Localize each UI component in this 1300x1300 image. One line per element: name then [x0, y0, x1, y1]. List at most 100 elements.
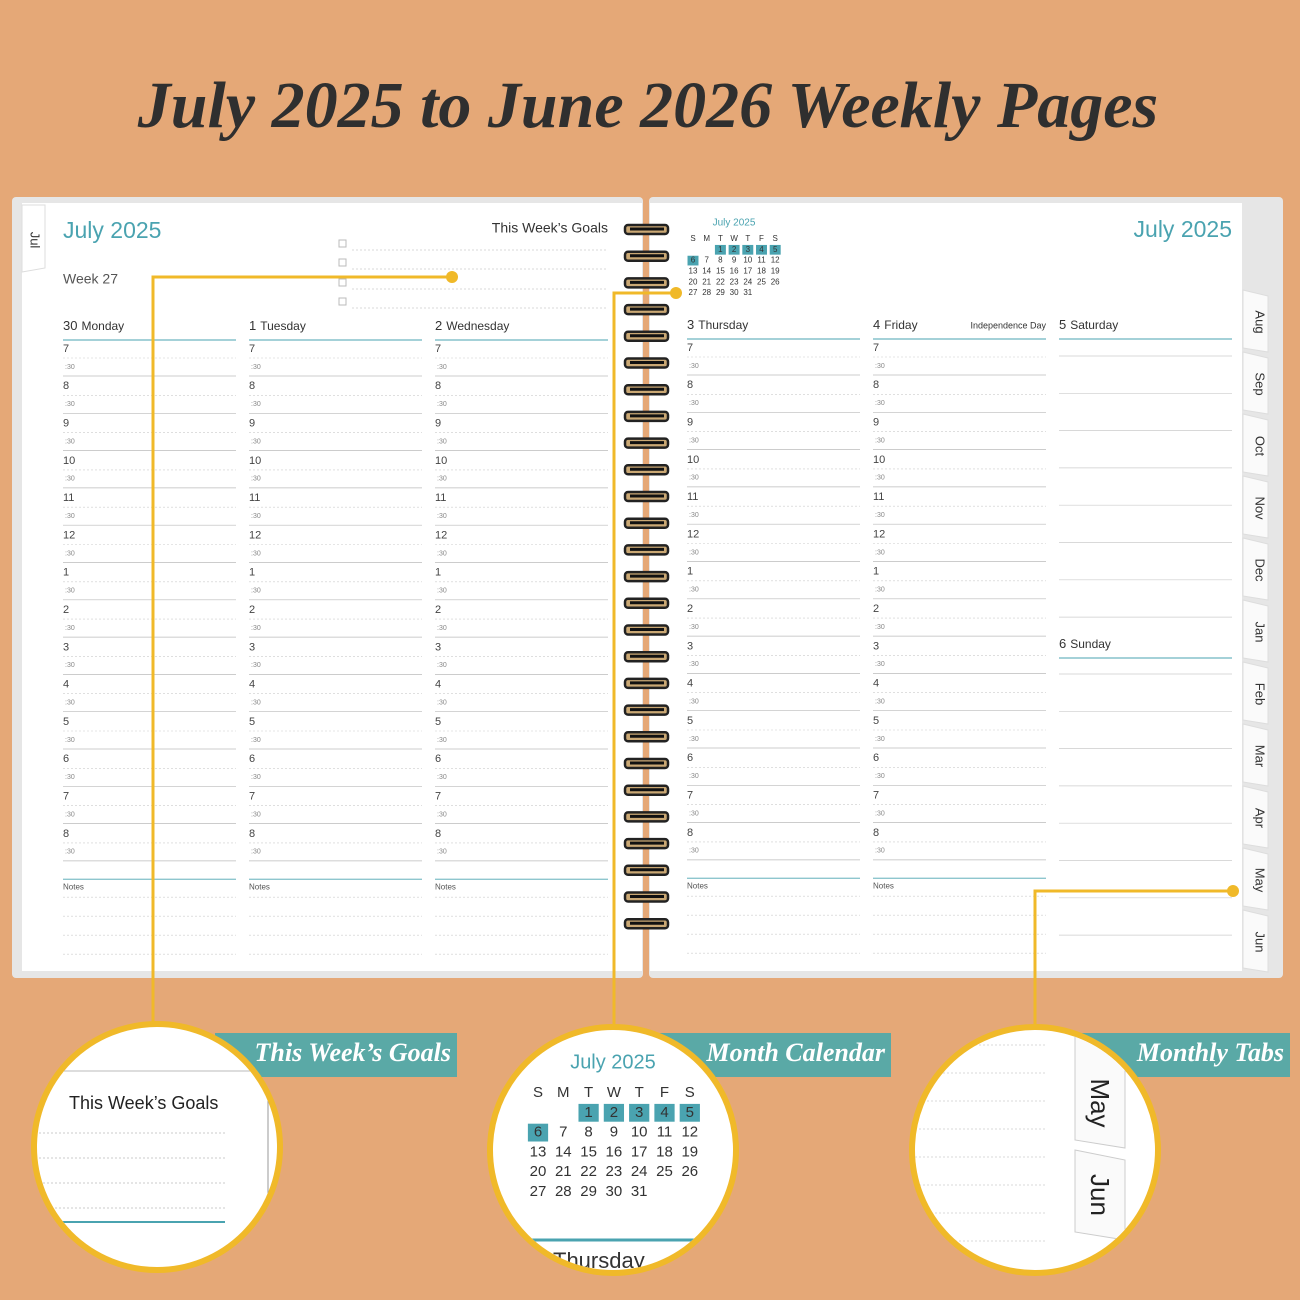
date: 6: [691, 256, 696, 265]
date: 15: [716, 267, 725, 276]
label: 3: [687, 640, 693, 652]
date: 23: [606, 1163, 623, 1180]
label: 8: [435, 380, 441, 392]
label: 7: [63, 343, 69, 355]
label: 6: [687, 752, 693, 764]
label: M: [557, 1084, 570, 1101]
date: 31: [743, 288, 752, 297]
date: 3: [746, 245, 751, 254]
tab: [1242, 661, 1269, 725]
date: 28: [555, 1183, 572, 1200]
highlight: [629, 1103, 650, 1122]
label: :30: [437, 737, 447, 744]
tab: [1242, 909, 1269, 973]
label: :30: [689, 400, 699, 407]
label: Notes: [687, 881, 708, 890]
label: :30: [437, 438, 447, 445]
highlight: [603, 1103, 625, 1122]
label: :30: [875, 587, 885, 594]
label: S: [533, 1084, 543, 1101]
date: 28: [702, 288, 711, 297]
date: 3: [635, 1104, 643, 1121]
label: :30: [251, 401, 261, 408]
day-header: 5 Saturday: [1059, 317, 1118, 332]
label: 3: [249, 641, 255, 653]
label: :30: [65, 550, 75, 557]
date: 7: [704, 256, 709, 265]
label: 7: [873, 342, 879, 354]
date: 2: [732, 245, 737, 254]
highlight: [742, 244, 754, 255]
label: W: [607, 1084, 622, 1101]
tab: [1242, 289, 1269, 353]
label: 12: [435, 529, 447, 541]
label: M: [703, 234, 710, 243]
tab: [1242, 785, 1269, 849]
label: 6: [873, 752, 879, 764]
label: :30: [251, 550, 261, 557]
label: Sep: [1253, 372, 1268, 395]
label: :30: [65, 513, 75, 520]
label: S: [685, 1084, 695, 1101]
date: 6: [534, 1124, 542, 1141]
zoom-bg: [487, 1024, 739, 1276]
label: 6: [249, 753, 255, 765]
connector-dot: [446, 271, 458, 283]
date: 8: [584, 1124, 592, 1141]
label: :30: [437, 550, 447, 557]
tab: [1242, 351, 1269, 415]
highlight: [527, 1123, 549, 1142]
label: :30: [875, 549, 885, 556]
highlight: [578, 1103, 599, 1122]
label: 11: [435, 492, 446, 504]
date: 9: [732, 256, 737, 265]
label: :30: [689, 587, 699, 594]
label: 12: [63, 529, 75, 541]
label: Aug: [1253, 310, 1268, 333]
label: Mar: [1253, 745, 1268, 768]
label: F: [660, 1084, 669, 1101]
label: :30: [437, 811, 447, 818]
day-name: Monday: [81, 319, 124, 333]
label: 7: [687, 342, 693, 354]
date: 20: [530, 1163, 547, 1180]
label: :30: [689, 512, 699, 519]
label: :30: [251, 700, 261, 707]
date: 14: [702, 267, 711, 276]
day-name: Thursday: [698, 318, 748, 332]
label: 5: [435, 716, 441, 728]
label: :30: [251, 513, 261, 520]
label: Jun: [1085, 1174, 1115, 1216]
label: 4: [687, 678, 693, 690]
date: 24: [743, 277, 752, 286]
label: :30: [251, 588, 261, 595]
label: :30: [437, 625, 447, 632]
label: :30: [437, 364, 447, 371]
label: :30: [689, 363, 699, 370]
tab: [1242, 723, 1269, 787]
label: 6: [63, 753, 69, 765]
zoom: This Week’s Goals: [37, 1070, 269, 1260]
date: 29: [580, 1183, 597, 1200]
date: 30: [730, 288, 739, 297]
label: :30: [65, 774, 75, 781]
tab: [1242, 847, 1269, 911]
label: :30: [437, 401, 447, 408]
date: 20: [689, 277, 698, 286]
label: :30: [875, 848, 885, 855]
label: 8: [873, 379, 879, 391]
label: Week 27: [63, 271, 118, 287]
label: 4: [873, 678, 879, 690]
label: Oct: [1253, 436, 1268, 457]
label: :30: [437, 662, 447, 669]
label: :30: [689, 810, 699, 817]
label: :30: [65, 476, 75, 483]
label: :30: [875, 437, 885, 444]
label: Monthly Tabs: [1136, 1038, 1284, 1067]
label: 7: [435, 343, 441, 355]
day-date: 5: [1059, 317, 1066, 332]
connector: [1033, 889, 1233, 1027]
label: Jul: [28, 232, 43, 249]
date: 7: [559, 1124, 567, 1141]
spiral: [623, 223, 670, 930]
